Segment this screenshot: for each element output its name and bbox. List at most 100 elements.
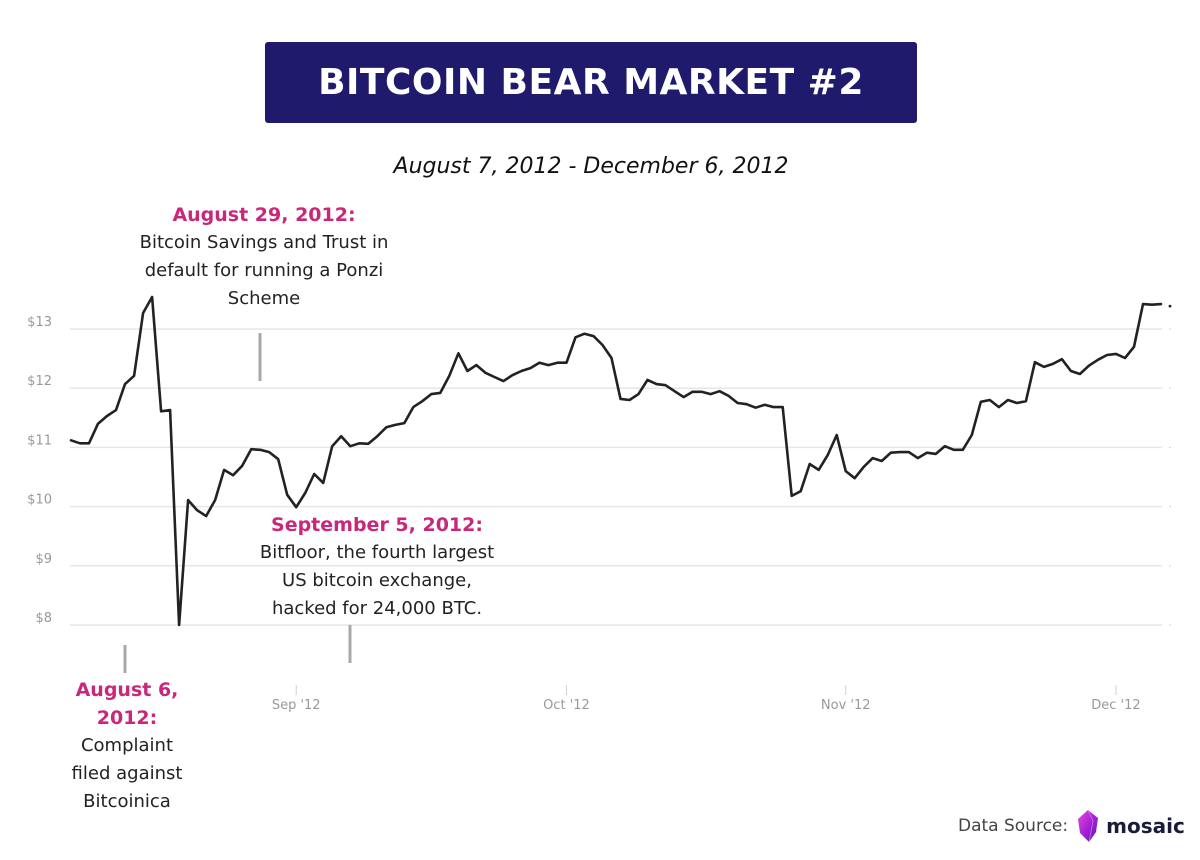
data-point	[1025, 400, 1027, 402]
data-point	[1079, 373, 1081, 375]
end-dot	[1168, 304, 1172, 308]
event-markers	[123, 333, 352, 673]
y-axis-labels: $8 $9 $10 $11 $12 $13	[27, 315, 52, 626]
y-tick-label: $8	[35, 611, 52, 626]
data-point	[763, 404, 765, 406]
x-tick-label: Dec '12	[1091, 698, 1140, 713]
gridline-end-dot	[1169, 446, 1171, 449]
data-source-brand: mosaic	[1106, 814, 1185, 838]
data-point	[980, 401, 982, 403]
data-point	[664, 384, 666, 386]
annotation-date: 2012:	[96, 707, 158, 729]
data-point	[88, 442, 90, 444]
data-point	[484, 372, 486, 374]
data-points	[70, 296, 1162, 626]
data-point	[700, 391, 702, 393]
data-point	[836, 434, 838, 436]
data-point	[1115, 353, 1117, 355]
data-point	[646, 379, 648, 381]
data-point	[403, 422, 405, 424]
data-point	[538, 362, 540, 364]
annotation-line: Complaint	[80, 735, 174, 756]
data-point	[502, 380, 504, 382]
data-point	[511, 374, 513, 376]
data-point	[673, 390, 675, 392]
y-tick-label: $11	[27, 433, 52, 448]
data-point	[268, 451, 270, 453]
data-point	[1097, 359, 1099, 361]
data-point	[547, 364, 549, 366]
data-point	[791, 495, 793, 497]
data-point	[926, 452, 928, 454]
data-point	[827, 454, 829, 456]
data-point	[520, 370, 522, 372]
data-point	[935, 453, 937, 455]
x-tick-label: Sep '12	[272, 698, 321, 713]
data-point	[295, 506, 297, 508]
data-point	[331, 445, 333, 447]
data-point	[610, 357, 612, 359]
data-point	[214, 499, 216, 501]
data-point	[745, 403, 747, 405]
data-point	[430, 393, 432, 395]
gridlines	[70, 328, 1171, 626]
data-point	[772, 406, 774, 408]
data-point	[655, 383, 657, 385]
data-source: Data Source: mosaic	[958, 809, 1185, 843]
annotation-date: September 5, 2012:	[271, 514, 483, 536]
data-point	[809, 463, 811, 465]
gridline-end-dot	[1169, 505, 1171, 508]
annotation-text: Bitcoin Savings and Trust in default for…	[139, 232, 389, 309]
data-point	[205, 515, 207, 517]
data-point	[493, 376, 495, 378]
data-source-label: Data Source:	[958, 816, 1069, 836]
data-point	[953, 449, 955, 451]
data-point	[574, 336, 576, 338]
price-line	[69, 295, 1163, 627]
annotation-line: filed against	[71, 763, 183, 784]
data-point	[250, 448, 252, 450]
data-point	[1124, 357, 1126, 359]
data-point	[1070, 370, 1072, 372]
data-point	[385, 426, 387, 428]
data-point	[782, 406, 784, 408]
data-point	[583, 333, 585, 335]
data-point	[818, 469, 820, 471]
data-point	[682, 396, 684, 398]
data-point	[691, 391, 693, 393]
data-point	[637, 393, 639, 395]
data-point	[466, 370, 468, 372]
data-point	[313, 473, 315, 475]
data-point	[187, 499, 189, 501]
gem-icon	[1078, 809, 1099, 843]
data-point	[169, 409, 171, 411]
data-point	[223, 469, 225, 471]
y-tick-label: $9	[35, 552, 52, 567]
data-point	[376, 435, 378, 437]
data-point	[79, 442, 81, 444]
data-point	[998, 406, 1000, 408]
data-point	[565, 362, 567, 364]
x-tick-label: Nov '12	[821, 698, 871, 713]
data-point	[718, 390, 720, 392]
data-point	[601, 344, 603, 346]
data-point	[1142, 303, 1144, 305]
data-point	[277, 458, 279, 460]
data-point	[863, 466, 865, 468]
data-point	[1043, 366, 1045, 368]
annotation-line: US bitcoin exchange,	[282, 570, 472, 591]
y-tick-label: $10	[27, 493, 52, 508]
data-point	[962, 449, 964, 451]
y-tick-label: $12	[27, 374, 52, 389]
data-point	[881, 460, 883, 462]
data-point	[628, 399, 630, 401]
data-point	[854, 477, 856, 479]
data-point	[475, 364, 477, 366]
annotation-line: hacked for 24,000 BTC.	[271, 598, 483, 619]
annotation-sep5: September 5, 2012: Bitfloor, the fourth …	[238, 511, 516, 623]
data-point	[358, 442, 360, 444]
data-point	[448, 375, 450, 377]
data-point	[736, 402, 738, 404]
annotation-date: August 29, 2012:	[172, 204, 356, 226]
